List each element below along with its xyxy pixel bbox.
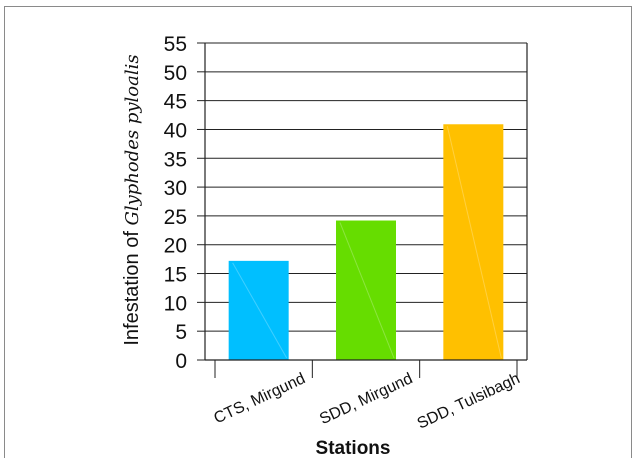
axes — [204, 43, 528, 361]
y-axis-label: Infestation of Glyphodes pyloalis — [121, 54, 143, 345]
chart-frame — [4, 6, 632, 458]
y-tick-label: 55 — [164, 33, 187, 56]
y-tick-label: 5 — [175, 321, 187, 344]
y-axis-ticks: 0 5 10 15 20 25 30 35 40 45 50 55 — [164, 33, 205, 373]
y-tick-label: 20 — [164, 235, 187, 258]
bar-highlight — [446, 126, 502, 359]
bar — [228, 260, 289, 360]
y-axis-label-text: Infestation of Glyphodes pyloalis — [121, 54, 143, 345]
bar-highlight — [232, 262, 288, 359]
x-axis-ticks: CTS, Mirgund SDD, Mirgund SDD, Tulsibagh — [211, 360, 523, 433]
x-tick-label: SDD, Tulsibagh — [415, 370, 523, 432]
x-tick-label: SDD, Mirgund — [317, 370, 415, 428]
y-tick-label: 50 — [164, 62, 187, 85]
y-tick-label: 35 — [164, 148, 187, 171]
y-tick-label: 10 — [164, 292, 187, 315]
y-axis-label-prefix: Infestation of — [121, 226, 143, 346]
y-tick-label: 40 — [164, 119, 187, 142]
y-axis-label-species: Glyphodes pyloalis — [122, 54, 143, 225]
y-tick-label: 25 — [164, 206, 187, 229]
x-tick-label: CTS, Mirgund — [211, 370, 308, 427]
y-tick-label: 30 — [164, 177, 187, 200]
y-tick-label: 15 — [164, 264, 187, 287]
bar-highlight — [339, 222, 395, 359]
bars — [228, 124, 504, 360]
bar — [336, 220, 396, 360]
y-tick-label: 0 — [175, 350, 187, 373]
y-tick-label: 45 — [164, 91, 187, 114]
bar — [443, 124, 504, 360]
x-axis-label: Stations — [316, 438, 391, 458]
